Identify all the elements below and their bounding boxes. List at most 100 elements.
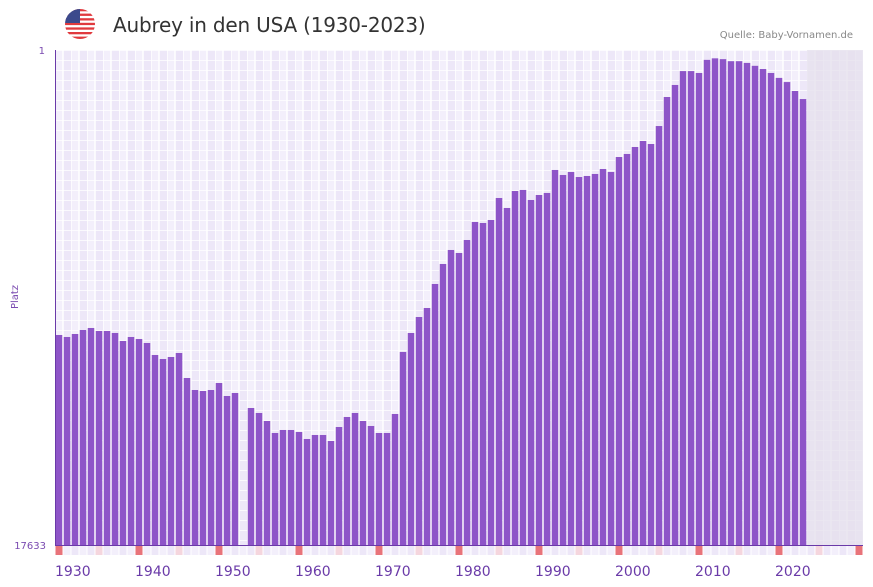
bar-2006[interactable] bbox=[663, 97, 671, 545]
bar-2002[interactable] bbox=[631, 146, 639, 545]
year-marker-1968 bbox=[359, 546, 367, 555]
bar-1996[interactable] bbox=[583, 175, 591, 545]
bar-1997[interactable] bbox=[591, 173, 599, 545]
bar-1960[interactable] bbox=[295, 431, 303, 545]
bar-1954[interactable] bbox=[247, 407, 255, 545]
bar-1999[interactable] bbox=[607, 171, 615, 546]
bar-1984[interactable] bbox=[487, 220, 495, 546]
bar-1930[interactable] bbox=[55, 334, 63, 545]
bar-2004[interactable] bbox=[647, 144, 655, 545]
bar-1937[interactable] bbox=[111, 332, 119, 545]
bar-1963[interactable] bbox=[319, 434, 327, 545]
bar-1990[interactable] bbox=[535, 194, 543, 545]
bar-1980[interactable] bbox=[455, 252, 463, 545]
bar-2019[interactable] bbox=[767, 72, 775, 545]
bar-1973[interactable] bbox=[399, 351, 407, 545]
bar-1989[interactable] bbox=[527, 199, 535, 546]
bar-1940[interactable] bbox=[135, 338, 143, 545]
bar-1968[interactable] bbox=[359, 420, 367, 545]
bar-1938[interactable] bbox=[119, 341, 127, 545]
bar-1972[interactable] bbox=[391, 413, 399, 545]
bar-1991[interactable] bbox=[543, 192, 551, 545]
bar-2003[interactable] bbox=[639, 141, 647, 545]
bar-1993[interactable] bbox=[559, 174, 567, 546]
bar-1986[interactable] bbox=[503, 207, 511, 545]
bar-2016[interactable] bbox=[743, 62, 751, 545]
bar-1939[interactable] bbox=[127, 336, 135, 545]
bar-2008[interactable] bbox=[679, 71, 687, 546]
bar-1976[interactable] bbox=[423, 307, 431, 545]
year-marker-1954 bbox=[247, 546, 255, 555]
year-marker-1940 bbox=[135, 546, 143, 555]
bar-2015[interactable] bbox=[735, 61, 743, 545]
bar-1944[interactable] bbox=[167, 356, 175, 545]
bar-1977[interactable] bbox=[431, 283, 439, 545]
bar-1975[interactable] bbox=[415, 316, 423, 545]
bar-2017[interactable] bbox=[751, 65, 759, 545]
bar-1964[interactable] bbox=[327, 440, 335, 545]
bar-1969[interactable] bbox=[367, 425, 375, 545]
bar-1951[interactable] bbox=[223, 395, 231, 545]
bar-1933[interactable] bbox=[79, 330, 87, 545]
bar-1974[interactable] bbox=[407, 332, 415, 545]
bar-1955[interactable] bbox=[255, 412, 263, 545]
bar-1936[interactable] bbox=[103, 330, 111, 545]
bar-1945[interactable] bbox=[175, 353, 183, 545]
bar-1942[interactable] bbox=[151, 354, 159, 545]
bar-2018[interactable] bbox=[759, 69, 767, 546]
bar-1957[interactable] bbox=[271, 432, 279, 545]
bar-1934[interactable] bbox=[87, 327, 95, 545]
bar-2023[interactable] bbox=[799, 99, 807, 545]
bar-1966[interactable] bbox=[343, 416, 351, 545]
bar-1965[interactable] bbox=[335, 426, 343, 545]
bar-1962[interactable] bbox=[311, 434, 319, 545]
bar-2013[interactable] bbox=[719, 59, 727, 546]
bar-1985[interactable] bbox=[495, 197, 503, 546]
bar-1979[interactable] bbox=[447, 249, 455, 546]
bar-1941[interactable] bbox=[143, 342, 151, 545]
bar-1958[interactable] bbox=[279, 429, 287, 545]
bar-2011[interactable] bbox=[703, 59, 711, 545]
bar-2012[interactable] bbox=[711, 58, 719, 545]
bar-2009[interactable] bbox=[687, 71, 695, 546]
x-tick-label: 1970 bbox=[375, 564, 411, 580]
bar-1983[interactable] bbox=[479, 223, 487, 545]
bar-1931[interactable] bbox=[63, 336, 71, 545]
year-marker-2025 bbox=[815, 546, 823, 555]
bar-1949[interactable] bbox=[207, 389, 215, 545]
bar-1998[interactable] bbox=[599, 168, 607, 546]
bar-2005[interactable] bbox=[655, 126, 663, 545]
bar-1994[interactable] bbox=[567, 171, 575, 546]
bar-1982[interactable] bbox=[471, 222, 479, 545]
bar-2007[interactable] bbox=[671, 84, 679, 545]
bar-1932[interactable] bbox=[71, 333, 79, 545]
bar-1987[interactable] bbox=[511, 191, 519, 545]
bar-1946[interactable] bbox=[183, 377, 191, 545]
bar-1948[interactable] bbox=[199, 390, 207, 545]
bar-2020[interactable] bbox=[775, 77, 783, 545]
bar-1952[interactable] bbox=[231, 392, 239, 545]
bar-1943[interactable] bbox=[159, 358, 167, 545]
bar-1967[interactable] bbox=[351, 412, 359, 545]
x-tick-label: 1950 bbox=[215, 564, 251, 580]
bar-1995[interactable] bbox=[575, 177, 583, 545]
bar-1970[interactable] bbox=[375, 432, 383, 545]
bar-2022[interactable] bbox=[791, 91, 799, 545]
bar-1978[interactable] bbox=[439, 263, 447, 545]
bar-1992[interactable] bbox=[551, 169, 559, 545]
bar-1961[interactable] bbox=[303, 438, 311, 545]
bar-2014[interactable] bbox=[727, 61, 735, 545]
bar-2021[interactable] bbox=[783, 82, 791, 546]
bar-1956[interactable] bbox=[263, 420, 271, 545]
bar-2000[interactable] bbox=[615, 157, 623, 545]
bar-1971[interactable] bbox=[383, 432, 391, 545]
year-marker-1969 bbox=[367, 546, 375, 555]
bar-1988[interactable] bbox=[519, 189, 527, 545]
bar-2001[interactable] bbox=[623, 153, 631, 545]
bar-1947[interactable] bbox=[191, 389, 199, 545]
bar-2010[interactable] bbox=[695, 72, 703, 545]
bar-1950[interactable] bbox=[215, 382, 223, 545]
bar-1935[interactable] bbox=[95, 330, 103, 545]
bar-1981[interactable] bbox=[463, 240, 471, 545]
bar-1959[interactable] bbox=[287, 429, 295, 545]
